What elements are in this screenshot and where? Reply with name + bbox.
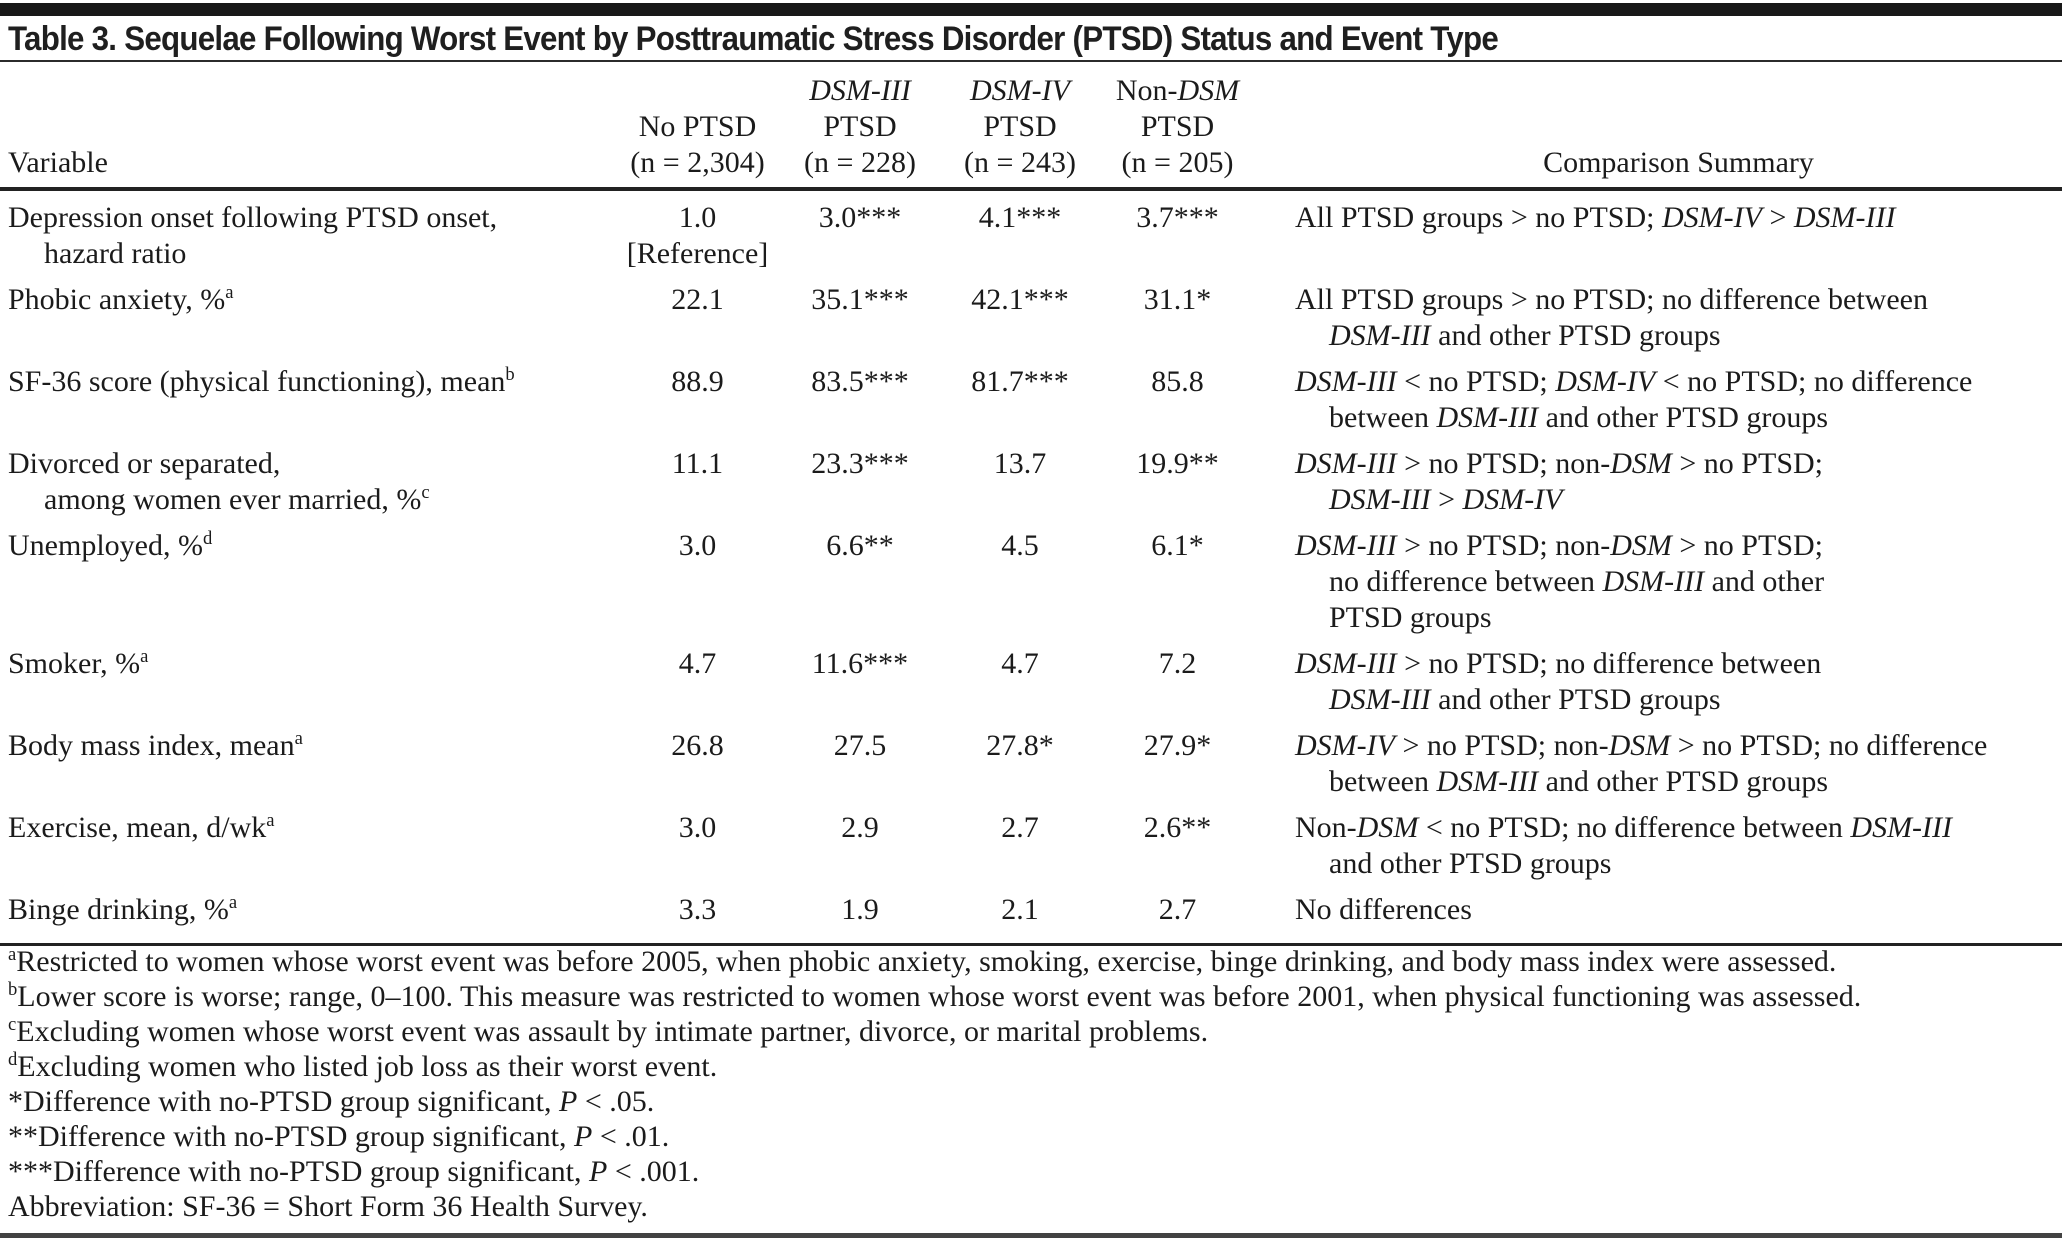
value-cell-dsm4: 2.1	[1001, 893, 1039, 926]
header-col-dsm4: DSM-IV PTSD (n = 243)	[945, 63, 1095, 191]
value-cell-no-ptsd: 26.8	[671, 729, 724, 762]
table-body: Depression onset following PTSD onset, ha…	[0, 189, 2062, 945]
table-row: Unemployed, %d 3.0 6.6** 4.5 6.1* DSM-II…	[0, 519, 2062, 637]
header-line: (n = 205)	[1121, 146, 1234, 179]
footnote-line: **Difference with no-PTSD group signific…	[8, 1120, 670, 1153]
value-cell-dsm4: 4.7	[1001, 647, 1039, 680]
value-cell-dsm3: 2.9	[841, 811, 879, 844]
value-cell-no-ptsd: 3.0	[678, 811, 717, 844]
footnote-line: ***Difference with no-PTSD group signifi…	[8, 1155, 700, 1188]
data-table: Variable No PTSD (n = 2,304) DSM-III PTS…	[0, 63, 2062, 946]
table-row: SF-36 score (physical functioning), mean…	[0, 355, 2062, 437]
value-cell-nondsm: 3.7***	[1136, 201, 1219, 234]
value-cell-dsm4: 2.7	[1001, 811, 1039, 844]
header-variable: Variable	[0, 63, 620, 191]
top-black-bar	[0, 3, 2062, 16]
comparison-cell: DSM-III < no PTSD; DSM-IV < no PTSD; no …	[1295, 365, 1973, 434]
value-cell-no-ptsd: 3.0	[678, 529, 717, 562]
variable-cell: Exercise, mean, d/wka	[8, 810, 275, 844]
variable-cell: Unemployed, %d	[8, 528, 213, 562]
header-line: (n = 2,304)	[630, 146, 765, 179]
header-col-nondsm: Non-DSM PTSD (n = 205)	[1095, 63, 1260, 191]
table-row: Body mass index, meana 26.8 27.5 27.8* 2…	[0, 719, 2062, 801]
title-rule	[0, 60, 2062, 62]
value-cell-nondsm: 2.7	[1158, 893, 1197, 926]
table-row: Phobic anxiety, %a 22.1 35.1*** 42.1*** …	[0, 273, 2062, 355]
variable-cell: SF-36 score (physical functioning), mean…	[8, 364, 515, 398]
variable-cell: Body mass index, meana	[8, 728, 303, 762]
header-col-no-ptsd: No PTSD (n = 2,304)	[620, 63, 775, 191]
header-row: Variable No PTSD (n = 2,304) DSM-III PTS…	[0, 63, 2062, 191]
footnote-line: *Difference with no-PTSD group significa…	[8, 1085, 655, 1118]
variable-cell: Binge drinking, %a	[8, 892, 238, 926]
comparison-cell: No differences	[1295, 893, 1472, 926]
value-cell-no-ptsd: 11.1	[671, 447, 724, 480]
value-cell-dsm3: 27.5	[833, 729, 887, 762]
comparison-cell: DSM-III > no PTSD; non-DSM > no PTSD; no …	[1295, 529, 1825, 634]
variable-cell: Phobic anxiety, %a	[8, 282, 234, 316]
value-cell-dsm4: 81.7***	[971, 365, 1069, 398]
value-cell-nondsm: 2.6**	[1143, 811, 1212, 844]
footnotes: aRestricted to women whose worst event w…	[8, 944, 2058, 1224]
header-comparison: Comparison Summary	[1260, 63, 2062, 191]
header-line: (n = 228)	[804, 146, 916, 179]
value-cell-no-ptsd: 88.9	[671, 365, 724, 398]
header-line: Non-DSM	[1115, 74, 1240, 107]
value-cell-nondsm: 85.8	[1151, 365, 1204, 398]
comparison-cell: DSM-IV > no PTSD; non-DSM > no PTSD; no …	[1295, 729, 1988, 798]
value-cell-nondsm: 27.9*	[1143, 729, 1212, 762]
variable-cell: Smoker, %a	[8, 646, 149, 680]
comparison-cell: DSM-III > no PTSD; no difference between…	[1295, 647, 1822, 716]
footnote-line: bLower score is worse; range, 0–100. Thi…	[8, 979, 1862, 1013]
header-line: PTSD	[1140, 110, 1215, 143]
value-cell-dsm3: 23.3***	[811, 447, 909, 480]
value-cell-nondsm: 19.9**	[1136, 447, 1219, 480]
value-cell-dsm3: 83.5***	[811, 365, 909, 398]
value-cell-dsm3: 1.9	[841, 893, 879, 926]
header-line: PTSD	[823, 110, 897, 143]
table-row: Exercise, mean, d/wka 3.0 2.9 2.7 2.6** …	[0, 801, 2062, 883]
table-title: Table 3. Sequelae Following Worst Event …	[8, 20, 1499, 58]
value-cell-dsm3: 3.0***	[818, 201, 902, 234]
value-cell-no-ptsd: 4.7	[678, 647, 717, 680]
value-cell-dsm4: 4.1***	[978, 201, 1062, 234]
bottom-rule	[0, 1233, 2062, 1238]
footnote-line: cExcluding women whose worst event was a…	[8, 1014, 1209, 1048]
value-cell-dsm4: 4.5	[1001, 529, 1039, 562]
value-cell-no-ptsd: 22.1	[671, 283, 724, 316]
value-cell-dsm4: 27.8*	[986, 729, 1054, 762]
comparison-cell: All PTSD groups > no PTSD; DSM-IV > DSM-…	[1295, 201, 1896, 234]
header-line: No PTSD	[638, 110, 757, 143]
value-cell-dsm3: 11.6***	[811, 647, 909, 680]
value-cell-nondsm: 6.1*	[1151, 529, 1204, 562]
table-row: Depression onset following PTSD onset, ha…	[0, 189, 2062, 273]
value-cell-dsm4: 13.7	[993, 447, 1047, 480]
footnote-line: Abbreviation: SF-36 = Short Form 36 Heal…	[8, 1190, 648, 1223]
table-row: Binge drinking, %a 3.3 1.9 2.1 2.7 No di…	[0, 883, 2062, 945]
header-col-dsm3: DSM-III PTSD (n = 228)	[775, 63, 945, 191]
header-line: (n = 243)	[964, 146, 1076, 179]
value-cell-dsm3: 35.1***	[811, 283, 909, 316]
table-header: Variable No PTSD (n = 2,304) DSM-III PTS…	[0, 63, 2062, 191]
value-cell-no-ptsd: 3.3	[678, 893, 717, 926]
variable-cell: Divorced or separated, among women ever m…	[8, 447, 430, 516]
value-cell-no-ptsd: 1.0 [Reference]	[626, 201, 769, 270]
comparison-cell: Non-DSM < no PTSD; no difference between…	[1295, 811, 1953, 880]
header-line: PTSD	[983, 110, 1057, 143]
comparison-cell: DSM-III > no PTSD; non-DSM > no PTSD; DSM…	[1295, 447, 1824, 516]
value-cell-dsm4: 42.1***	[971, 283, 1069, 316]
variable-cell: Depression onset following PTSD onset, ha…	[8, 201, 498, 270]
value-cell-dsm3: 6.6**	[826, 529, 894, 562]
footnote-line: aRestricted to women whose worst event w…	[8, 944, 1837, 978]
footnote-line: dExcluding women who listed job loss as …	[8, 1049, 718, 1083]
header-line: DSM-IV	[970, 74, 1070, 107]
comparison-cell: All PTSD groups > no PTSD; no difference…	[1295, 283, 1928, 352]
table-row: Divorced or separated, among women ever m…	[0, 437, 2062, 519]
header-line: DSM-III	[809, 74, 911, 107]
table-row: Smoker, %a 4.7 11.6*** 4.7 7.2 DSM-III >…	[0, 637, 2062, 719]
value-cell-nondsm: 7.2	[1158, 647, 1197, 680]
value-cell-nondsm: 31.1*	[1143, 283, 1212, 316]
